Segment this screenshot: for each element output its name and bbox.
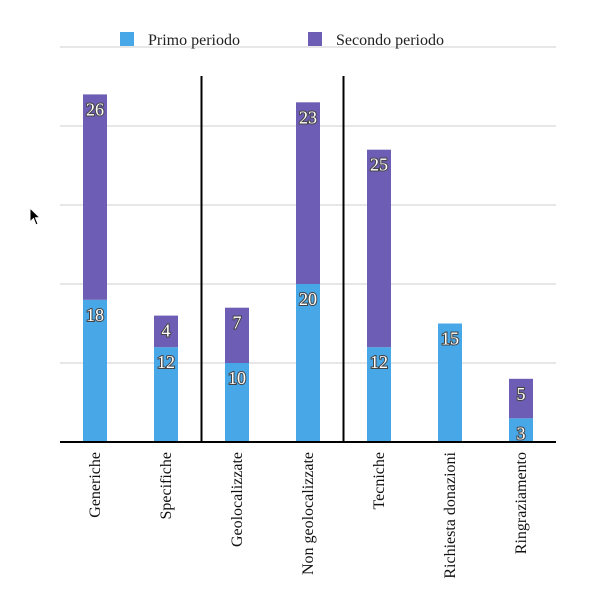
data-label: 10 bbox=[228, 368, 246, 388]
category-labels: Generiche Specifiche Geolocalizzate Non geo… bbox=[87, 451, 530, 578]
data-label: 5 bbox=[517, 384, 526, 404]
bar-segment-series-2 bbox=[225, 307, 249, 363]
bar-segment-series-1 bbox=[296, 284, 320, 442]
mouse-pointer-icon bbox=[29, 207, 42, 226]
category-label: Geolocalizzate bbox=[229, 452, 246, 547]
data-label: 3 bbox=[517, 423, 526, 443]
data-label: 25 bbox=[370, 155, 388, 175]
bar-segment-series-2 bbox=[83, 94, 107, 300]
bar-segment-series-2 bbox=[367, 149, 391, 348]
category-label: Specifiche bbox=[158, 452, 175, 520]
category-label: Generiche bbox=[87, 452, 104, 518]
data-label: 15 bbox=[441, 329, 459, 349]
bar-segment-series-1 bbox=[154, 347, 178, 442]
bar-segment-series-2 bbox=[154, 315, 178, 348]
bar-segment-series-1 bbox=[225, 363, 249, 442]
data-label: 20 bbox=[299, 289, 317, 309]
category-label: Ringraziamento bbox=[513, 452, 530, 554]
data-label: 7 bbox=[233, 313, 242, 333]
category-label: Tecniche bbox=[371, 452, 388, 510]
bar-segment-series-1 bbox=[367, 347, 391, 442]
data-label: 12 bbox=[370, 352, 388, 372]
category-label: Non geolocalizzate bbox=[300, 452, 317, 575]
data-label: 4 bbox=[162, 321, 171, 341]
bar-segment-series-1 bbox=[509, 418, 533, 442]
bar-segment-series-2 bbox=[296, 102, 320, 284]
legend-swatch bbox=[308, 32, 322, 46]
legend-label: Secondo periodo bbox=[336, 32, 444, 49]
bar-segment-series-1 bbox=[83, 299, 107, 442]
data-label: 23 bbox=[299, 107, 317, 127]
bar-segment-series-2 bbox=[509, 378, 533, 419]
data-label: 18 bbox=[86, 305, 104, 325]
bars: 18 26 12 4 10 7 20 23 12 25 15 3 5 bbox=[83, 94, 533, 444]
data-label: 26 bbox=[86, 99, 104, 119]
category-label: Richiesta donazioni bbox=[442, 451, 459, 578]
bar-segment-series-1 bbox=[438, 323, 462, 442]
legend: Primo periodo Secondo periodo bbox=[120, 32, 444, 49]
group-separators bbox=[200, 76, 345, 442]
legend-label: Primo periodo bbox=[148, 32, 240, 49]
data-label: 12 bbox=[157, 352, 175, 372]
legend-swatch bbox=[120, 32, 134, 46]
